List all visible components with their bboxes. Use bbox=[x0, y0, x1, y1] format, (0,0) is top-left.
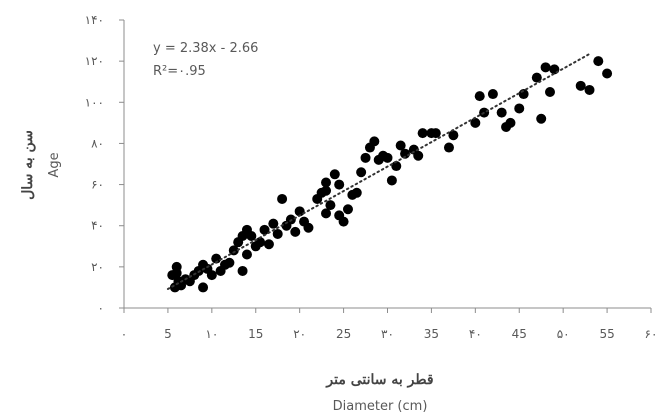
x-tick-label: ۳۰ bbox=[381, 327, 394, 341]
y-tick-label: ۱۲۰ bbox=[85, 54, 104, 68]
data-point bbox=[321, 208, 332, 219]
x-tick-label: ۶۰ bbox=[645, 327, 658, 341]
data-point bbox=[430, 128, 441, 139]
data-point bbox=[602, 68, 613, 79]
data-point bbox=[351, 187, 362, 198]
data-point bbox=[206, 270, 217, 281]
data-point bbox=[198, 282, 209, 293]
data-point bbox=[263, 239, 274, 250]
data-point bbox=[417, 128, 428, 139]
equation-label: y = 2.38x - 2.66 bbox=[153, 41, 258, 56]
data-point bbox=[413, 150, 424, 161]
data-point bbox=[224, 257, 235, 268]
data-point bbox=[255, 237, 266, 248]
x-tick-label: 35 bbox=[424, 327, 439, 341]
data-point bbox=[514, 103, 525, 114]
data-point bbox=[303, 222, 314, 233]
data-point bbox=[321, 177, 332, 188]
data-point bbox=[211, 253, 222, 264]
x-tick-label: ۴۰ bbox=[469, 327, 482, 341]
y-tick-label: ۴۰ bbox=[91, 219, 104, 233]
data-point bbox=[386, 175, 397, 186]
data-point bbox=[272, 228, 283, 239]
x-axis-title-farsi: قطر به سانتی متر bbox=[325, 372, 433, 388]
x-tick-label: 25 bbox=[336, 327, 351, 341]
x-tick-label: ۵۰ bbox=[557, 327, 570, 341]
x-tick-label: ۲۰ bbox=[293, 327, 306, 341]
x-tick-label: 55 bbox=[599, 327, 614, 341]
x-tick-label: 5 bbox=[164, 327, 172, 341]
data-point bbox=[575, 80, 586, 91]
data-point bbox=[505, 117, 516, 128]
data-point bbox=[395, 140, 406, 151]
data-point bbox=[584, 84, 595, 95]
data-point bbox=[369, 136, 380, 147]
y-tick-label: ۰ bbox=[98, 301, 104, 315]
axes bbox=[119, 19, 652, 313]
data-point bbox=[540, 62, 551, 73]
data-point bbox=[356, 167, 367, 178]
y-tick-label: ۱۰۰ bbox=[85, 95, 104, 109]
y-tick-label: ۲۰ bbox=[91, 260, 104, 274]
data-point bbox=[246, 231, 257, 241]
trendline-path bbox=[166, 52, 591, 290]
data-point bbox=[360, 152, 371, 163]
data-point bbox=[448, 130, 459, 141]
data-point bbox=[470, 117, 481, 128]
data-point bbox=[321, 185, 332, 196]
data-point bbox=[259, 224, 270, 235]
y-axis-title-farsi: سن به سال bbox=[20, 130, 36, 200]
data-point bbox=[536, 113, 547, 124]
tick-labels: ۰ ۲۰ ۴۰ ۶۰ ۸۰ ۱۰۰ ۱۲۰ ۱۴۰ ۰ 5 ۱۰ 15 ۲۰ 25 ۳۰ 35 ۴۰ 45 ۵۰ 55… bbox=[85, 13, 658, 341]
data-point bbox=[228, 245, 239, 256]
y-tick-label: ۱۴۰ bbox=[85, 13, 104, 27]
data-point bbox=[531, 72, 542, 83]
data-point bbox=[443, 142, 454, 153]
data-point bbox=[474, 91, 485, 102]
data-point bbox=[496, 107, 507, 118]
data-point bbox=[391, 161, 402, 172]
x-tick-label: 15 bbox=[248, 327, 263, 341]
data-point bbox=[544, 87, 555, 97]
x-tick-label: ۰ bbox=[121, 327, 127, 341]
data-point bbox=[277, 193, 288, 204]
data-point bbox=[338, 216, 349, 227]
data-point bbox=[171, 268, 182, 279]
data-point bbox=[382, 152, 393, 163]
data-point bbox=[329, 169, 340, 180]
x-axis-title: Diameter (cm) bbox=[333, 399, 428, 414]
y-tick-label: ۶۰ bbox=[91, 178, 104, 192]
data-point bbox=[334, 179, 345, 190]
data-point bbox=[268, 218, 279, 229]
data-point bbox=[342, 204, 353, 215]
data-point bbox=[593, 56, 604, 67]
data-points bbox=[167, 56, 613, 293]
data-point bbox=[549, 64, 560, 75]
data-point bbox=[241, 249, 252, 260]
x-tick-label: ۱۰ bbox=[205, 327, 218, 341]
data-point bbox=[400, 148, 411, 159]
y-tick-label: ۸۰ bbox=[91, 136, 104, 150]
data-point bbox=[294, 206, 305, 217]
r-squared-label: R²=۰.95 bbox=[153, 64, 206, 79]
x-tick-label: 45 bbox=[512, 327, 527, 341]
trendline bbox=[166, 52, 591, 290]
data-point bbox=[290, 226, 301, 237]
data-point bbox=[325, 200, 336, 211]
data-point bbox=[487, 89, 498, 100]
y-axis-title: Age bbox=[47, 152, 62, 177]
data-point bbox=[237, 265, 248, 276]
